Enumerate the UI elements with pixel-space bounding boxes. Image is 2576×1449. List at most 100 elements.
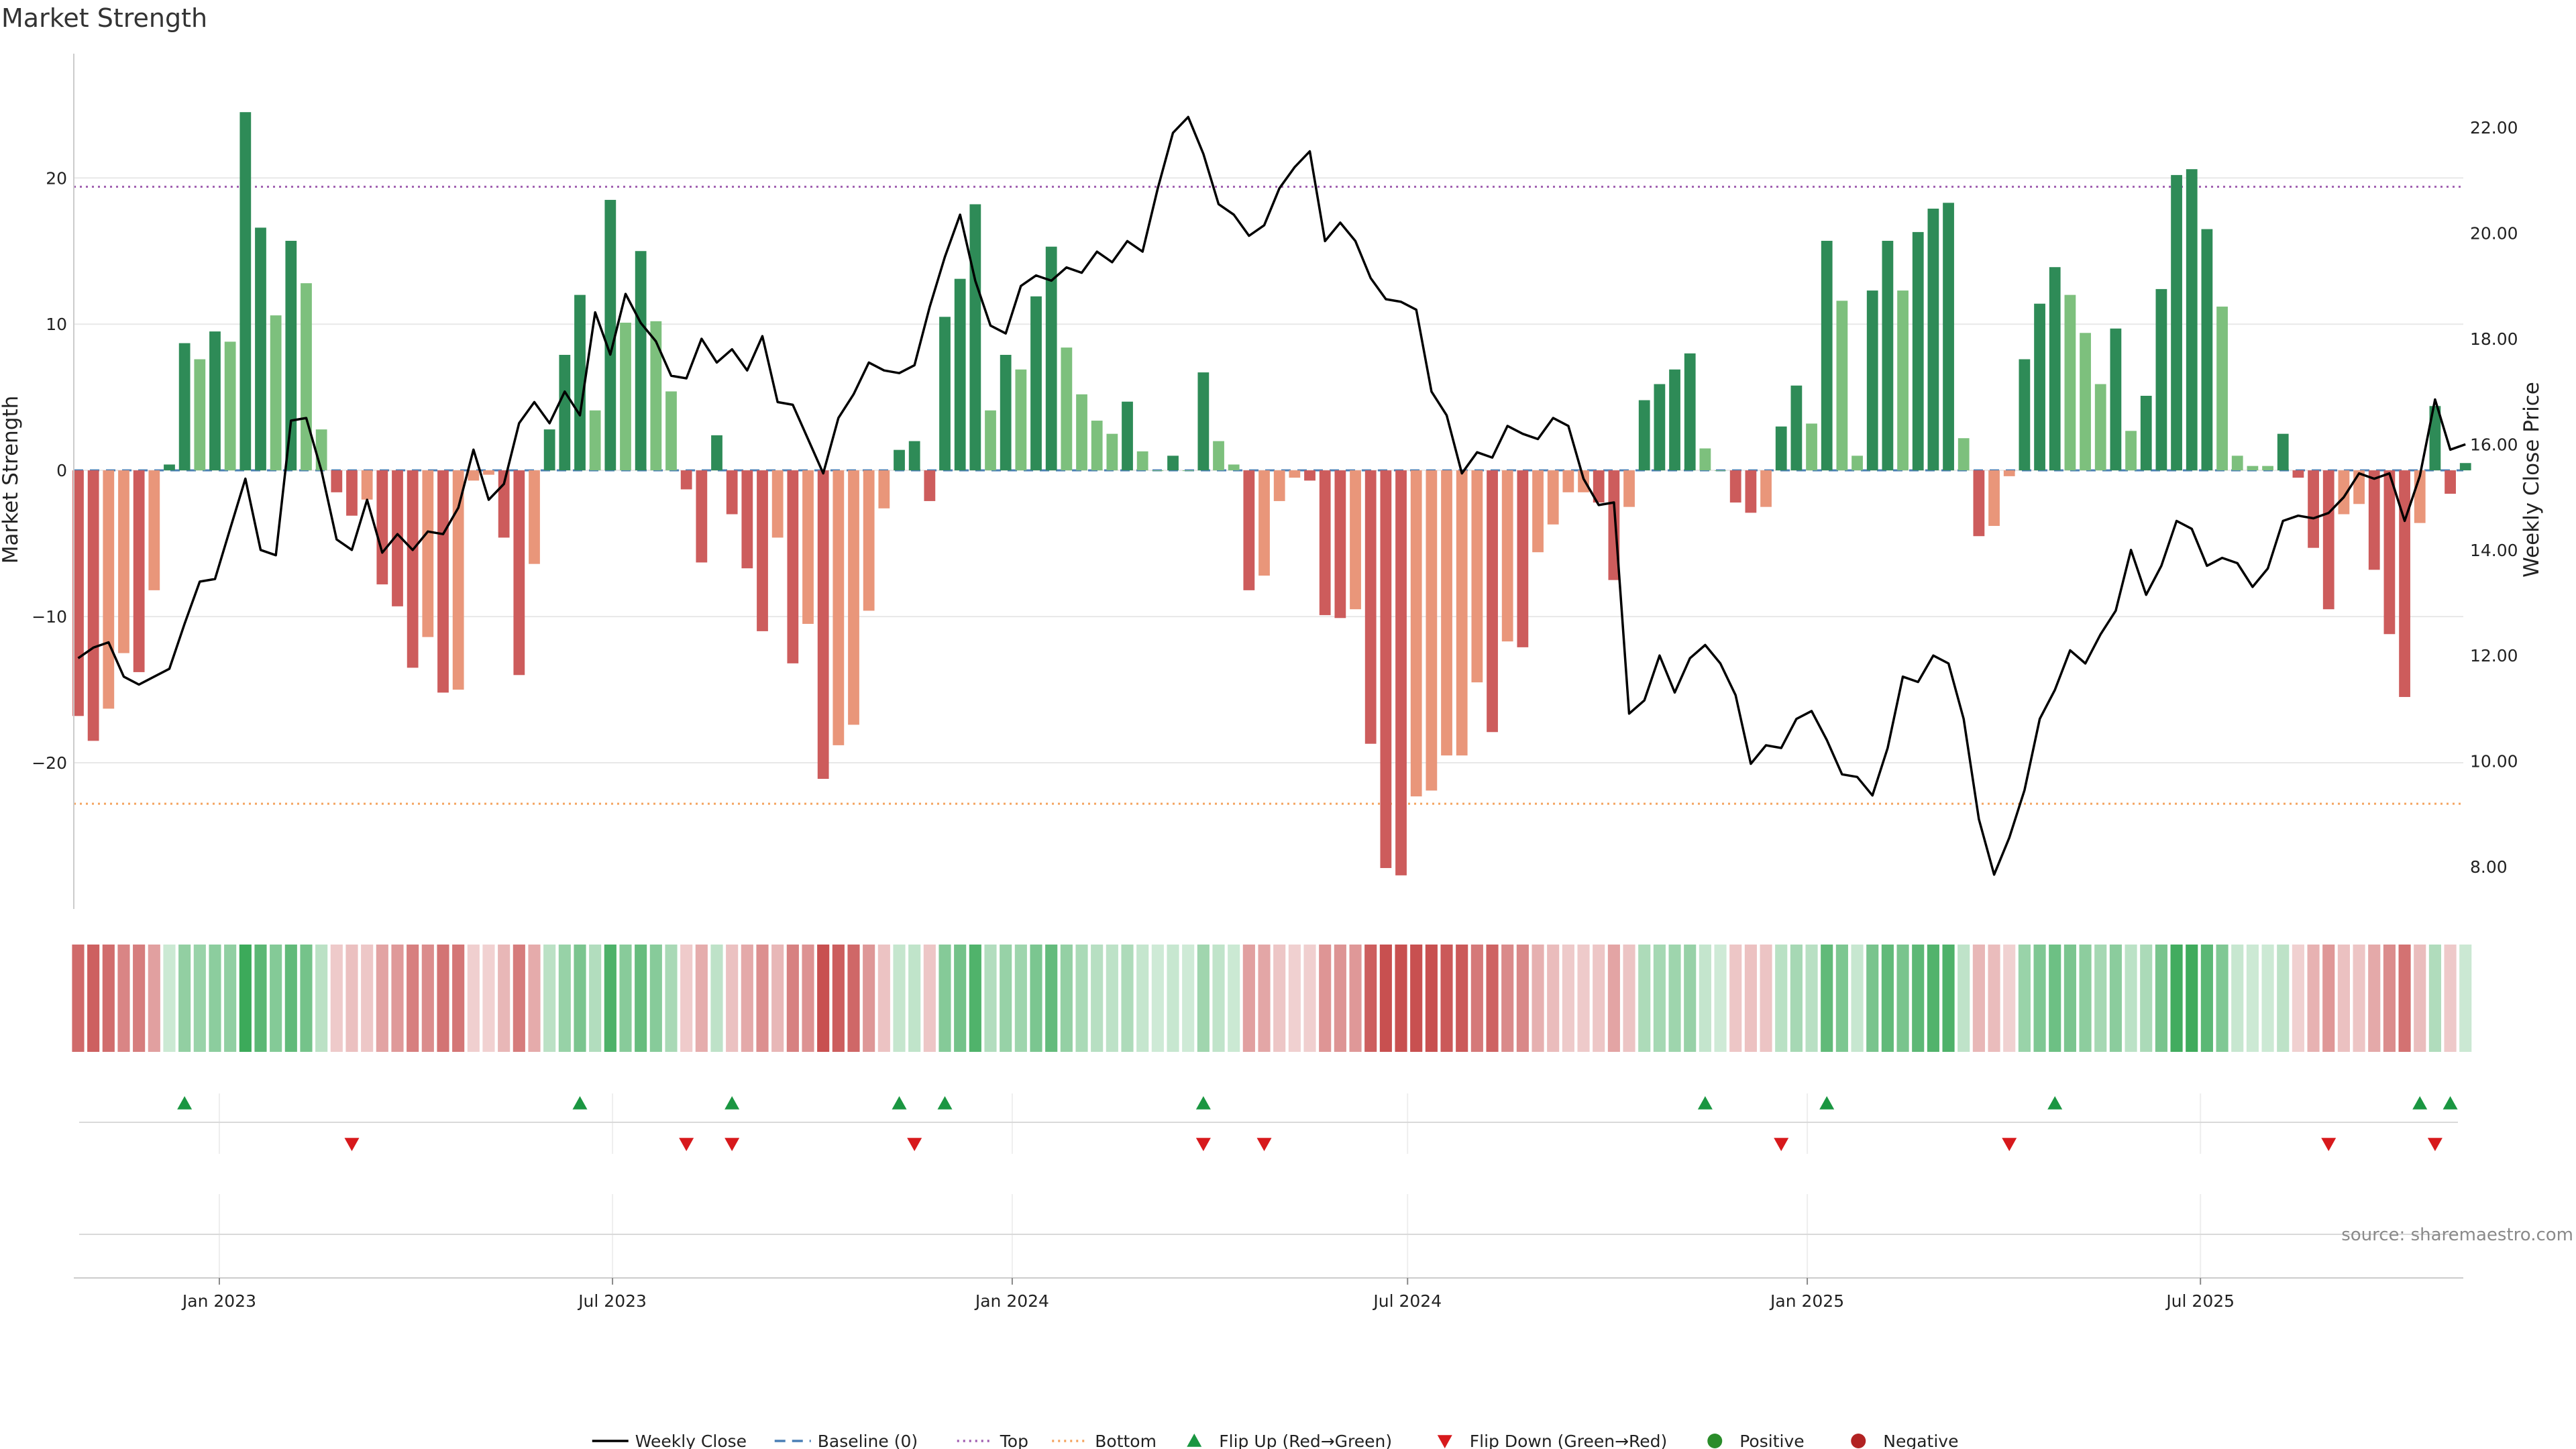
strength-bar <box>680 470 692 490</box>
strength-bar <box>939 317 951 471</box>
strength-bar <box>270 315 282 471</box>
heat-cell <box>1440 945 1453 1052</box>
heat-cell <box>1379 945 1392 1052</box>
heat-cell <box>1638 945 1651 1052</box>
heat-cell <box>817 945 830 1052</box>
heat-cell <box>2368 945 2381 1052</box>
y2-tick-label: 8.00 <box>2470 857 2508 877</box>
legend-label: Flip Up (Red→Green) <box>1219 1432 1392 1449</box>
strength-bar <box>285 240 297 471</box>
heat-cell <box>391 945 404 1052</box>
heat-cell <box>1303 945 1316 1052</box>
heat-cell <box>893 945 906 1052</box>
strength-bar <box>1866 290 1878 471</box>
heat-cell <box>1470 945 1483 1052</box>
heat-cell <box>209 945 221 1052</box>
heat-cell <box>2216 945 2229 1052</box>
strength-bar <box>863 470 875 611</box>
strength-bar <box>696 470 708 563</box>
heat-cell <box>1334 945 1346 1052</box>
heat-cell <box>345 945 358 1052</box>
strength-bar <box>2080 333 2091 471</box>
legend-item: Negative <box>1851 1432 1958 1449</box>
strength-bar <box>757 470 768 631</box>
strength-bar <box>209 331 221 471</box>
x-tick-label: Jan 2023 <box>181 1291 256 1311</box>
strength-bar <box>1487 470 1498 733</box>
strength-bar <box>802 470 814 624</box>
heat-cell <box>2428 945 2441 1052</box>
heat-cell <box>1577 945 1590 1052</box>
strength-bar <box>1836 301 1848 471</box>
heat-cell <box>1927 945 1939 1052</box>
heat-cell <box>1699 945 1711 1052</box>
strength-bar <box>1380 470 1392 868</box>
strength-bar <box>1061 347 1073 471</box>
legend-item: Positive <box>1707 1432 1805 1449</box>
strength-bar <box>787 470 799 663</box>
legend: Weekly Close Baseline (0) Top Bottom Flip Up… <box>592 1432 1958 1449</box>
heat-cell <box>1607 945 1620 1052</box>
strength-bar <box>1517 470 1529 647</box>
heat-cell <box>2231 945 2244 1052</box>
heat-cell <box>802 945 814 1052</box>
strength-bar <box>817 470 829 780</box>
strength-bar <box>103 470 115 709</box>
y-tick-label: 10 <box>46 315 67 334</box>
strength-bar <box>513 470 525 676</box>
legend-item: Flip Up (Red→Green) <box>1187 1432 1392 1449</box>
strength-bar <box>1213 441 1224 471</box>
heat-cell <box>1668 945 1681 1052</box>
strength-bar <box>1182 470 1194 472</box>
heat-cell <box>680 945 693 1052</box>
strength-bar <box>1897 290 1909 471</box>
strength-bar <box>894 449 905 471</box>
heat-cell <box>1714 945 1727 1052</box>
strength-bar <box>924 470 936 501</box>
strength-bar <box>1243 470 1255 590</box>
flip-up-marker <box>1195 1096 1211 1110</box>
strength-bar <box>1790 385 1803 471</box>
strength-bar <box>483 470 494 475</box>
strength-bar <box>543 429 555 471</box>
heat-cell <box>1623 945 1635 1052</box>
strength-bar <box>985 410 996 471</box>
heat-cell <box>300 945 313 1052</box>
heat-cell <box>1288 945 1301 1052</box>
strength-bar <box>726 470 738 515</box>
y2-tick-label: 18.00 <box>2470 329 2518 349</box>
y2-tick-label: 22.00 <box>2470 118 2518 138</box>
heat-cell <box>2459 945 2472 1052</box>
strength-bar <box>452 470 464 690</box>
heat-cell <box>1045 945 1058 1052</box>
strength-bar <box>1684 353 1696 471</box>
strength-bar <box>2125 431 2137 471</box>
strength-bar <box>2292 470 2304 478</box>
heat-cell <box>482 945 495 1052</box>
strength-bar <box>1547 470 1559 525</box>
heat-cell <box>1014 945 1027 1052</box>
strength-bar <box>1973 470 1985 537</box>
strength-bar <box>2064 294 2076 471</box>
strength-bar <box>1167 455 1179 471</box>
heat-cell <box>1653 945 1666 1052</box>
strength-bar <box>361 470 373 500</box>
strength-bar <box>1957 438 1970 471</box>
heat-cell <box>2094 945 2107 1052</box>
heat-cell <box>376 945 388 1052</box>
heat-cell <box>2261 945 2274 1052</box>
flip-up-marker <box>572 1096 588 1110</box>
strength-bar <box>2247 466 2259 471</box>
strength-bar <box>559 354 571 471</box>
flip-down-marker <box>724 1138 740 1151</box>
heat-cell <box>1821 945 1833 1052</box>
strength-bar <box>1471 470 1483 683</box>
y2-axis-title: Weekly Close Price <box>2520 382 2544 578</box>
heat-cell <box>1000 945 1012 1052</box>
heat-cell <box>1851 945 1864 1052</box>
strength-bar <box>2277 433 2289 471</box>
strength-bar <box>1091 421 1103 471</box>
legend-label: Positive <box>1739 1432 1804 1449</box>
strength-bar <box>2171 174 2182 471</box>
heat-cell <box>1957 945 1970 1052</box>
